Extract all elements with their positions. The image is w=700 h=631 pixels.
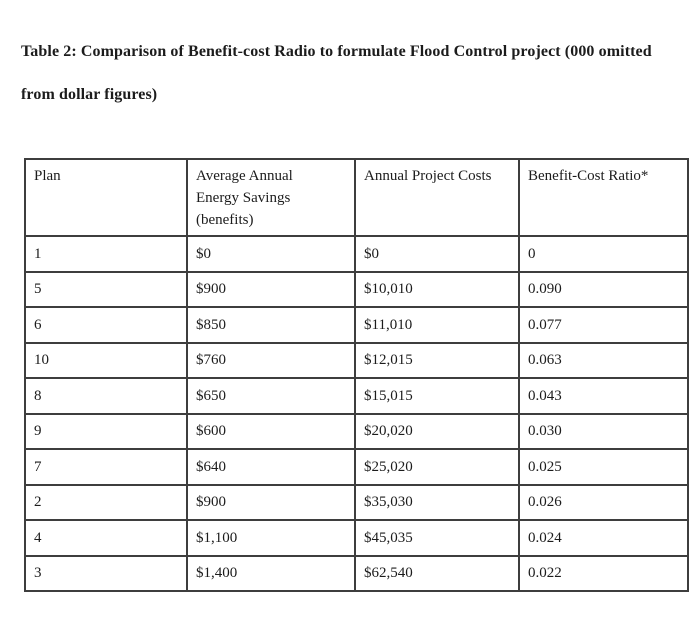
table-cell: $1,400 [186, 554, 356, 592]
table-cell: $650 [186, 377, 356, 415]
table-cell: 9 [24, 412, 188, 450]
table-cell: $11,010 [354, 306, 520, 344]
table-row: 10 $760 $12,015 0.063 [24, 341, 689, 379]
table-cell: $62,540 [354, 554, 520, 592]
table-row: 7 $640 $25,020 0.025 [24, 448, 689, 486]
table-row: 8 $650 $15,015 0.043 [24, 377, 689, 415]
table-cell: $1,100 [186, 519, 356, 557]
table-cell: 5 [24, 270, 188, 308]
table-cell: 0.022 [518, 554, 689, 592]
table-cell: $35,030 [354, 483, 520, 521]
table-cell: $15,015 [354, 377, 520, 415]
header-row: Plan Average Annual Energy Savings (bene… [24, 158, 689, 237]
table-cell: 7 [24, 448, 188, 486]
table-cell: $10,010 [354, 270, 520, 308]
column-header-benefit-cost-ratio: Benefit-Cost Ratio* [518, 158, 689, 237]
table-cell: 0.030 [518, 412, 689, 450]
column-header-project-costs: Annual Project Costs [354, 158, 520, 237]
table-cell: 8 [24, 377, 188, 415]
table-cell: 0.090 [518, 270, 689, 308]
table-caption: Table 2: Comparison of Benefit-cost Radi… [21, 30, 652, 116]
table-cell: $20,020 [354, 412, 520, 450]
table-cell: 0.024 [518, 519, 689, 557]
table-cell: 1 [24, 235, 188, 273]
table-row: 4 $1,100 $45,035 0.024 [24, 519, 689, 557]
table-cell: 10 [24, 341, 188, 379]
table-body: 1 $0 $0 0 5 $900 $10,010 0.090 6 $850 $11,010 0.077… [24, 235, 689, 592]
table-cell: 0 [518, 235, 689, 273]
table-cell: 6 [24, 306, 188, 344]
table-cell: $0 [354, 235, 520, 273]
table-row: 3 $1,400 $62,540 0.022 [24, 554, 689, 592]
table-cell: 0.043 [518, 377, 689, 415]
table-caption-line-1: Table 2: Comparison of Benefit-cost Radi… [21, 43, 652, 60]
table-cell: $45,035 [354, 519, 520, 557]
table-cell: $12,015 [354, 341, 520, 379]
table-row: 6 $850 $11,010 0.077 [24, 306, 689, 344]
table-row: 1 $0 $0 0 [24, 235, 689, 273]
benefit-cost-table: Plan Average Annual Energy Savings (bene… [24, 158, 689, 592]
table-cell: $760 [186, 341, 356, 379]
table-cell: 2 [24, 483, 188, 521]
table-cell: 0.077 [518, 306, 689, 344]
table-cell: 3 [24, 554, 188, 592]
table-cell: $25,020 [354, 448, 520, 486]
table-cell: $900 [186, 483, 356, 521]
column-header-plan: Plan [24, 158, 188, 237]
table-row: 5 $900 $10,010 0.090 [24, 270, 689, 308]
table-cell: 0.025 [518, 448, 689, 486]
table-cell: 4 [24, 519, 188, 557]
table-cell: 0.063 [518, 341, 689, 379]
table-caption-line-2: from dollar figures) [21, 86, 158, 103]
table-row: 2 $900 $35,030 0.026 [24, 483, 689, 521]
table-row: 9 $600 $20,020 0.030 [24, 412, 689, 450]
table-cell: $900 [186, 270, 356, 308]
table-cell: $850 [186, 306, 356, 344]
column-header-energy-savings: Average Annual Energy Savings (benefits) [186, 158, 356, 237]
table-cell: $0 [186, 235, 356, 273]
table-cell: $640 [186, 448, 356, 486]
table-cell: $600 [186, 412, 356, 450]
table-cell: 0.026 [518, 483, 689, 521]
